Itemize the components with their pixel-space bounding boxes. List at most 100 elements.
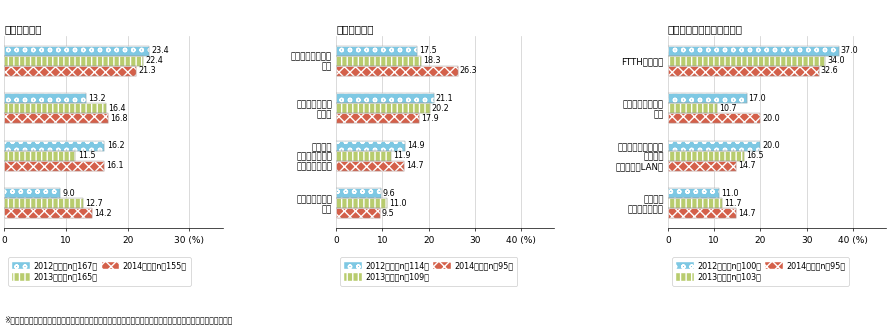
Bar: [337, 151, 392, 161]
Bar: [4, 188, 59, 198]
Bar: [668, 161, 736, 171]
Bar: [668, 141, 760, 151]
Bar: [337, 113, 419, 123]
Bar: [4, 113, 108, 123]
Bar: [668, 93, 747, 103]
Text: 37.0: 37.0: [841, 46, 859, 55]
Bar: [337, 188, 381, 198]
Bar: [668, 208, 736, 218]
Text: 17.0: 17.0: [749, 94, 766, 103]
Bar: [337, 161, 404, 171]
Bar: [337, 46, 417, 56]
Bar: [668, 46, 839, 56]
Bar: [337, 66, 458, 76]
Text: 11.9: 11.9: [393, 151, 411, 160]
Bar: [337, 66, 458, 76]
Bar: [337, 93, 433, 103]
Bar: [4, 151, 75, 161]
Bar: [668, 198, 722, 208]
Bar: [4, 93, 86, 103]
Bar: [4, 66, 136, 76]
Bar: [4, 141, 104, 151]
Bar: [4, 56, 143, 66]
Text: 22.4: 22.4: [145, 56, 163, 65]
Text: 17.9: 17.9: [421, 114, 439, 123]
Bar: [668, 66, 819, 76]
Text: 21.1: 21.1: [436, 94, 453, 103]
Bar: [668, 103, 718, 113]
Bar: [4, 188, 59, 198]
Text: 11.0: 11.0: [721, 189, 738, 198]
Bar: [4, 198, 83, 208]
Text: 17.5: 17.5: [419, 46, 437, 55]
Text: 20.2: 20.2: [432, 104, 449, 113]
Bar: [4, 113, 108, 123]
Text: 34.0: 34.0: [827, 56, 844, 65]
Bar: [337, 151, 392, 161]
Bar: [4, 66, 136, 76]
Legend: 2012年度（n＝100）, 2013年度（n＝103）, 2014年度（n＝95）: 2012年度（n＝100）, 2013年度（n＝103）, 2014年度（n＝9…: [672, 257, 849, 286]
Legend: 2012年度（n＝167）, 2013年度（n＝165）, 2014年度（n＝155）: 2012年度（n＝167）, 2013年度（n＝165）, 2014年度（n＝1…: [9, 257, 191, 286]
Bar: [337, 103, 430, 113]
Bar: [4, 93, 86, 103]
Bar: [668, 113, 760, 123]
Text: 9.6: 9.6: [383, 189, 395, 198]
Bar: [668, 188, 718, 198]
Bar: [4, 103, 106, 113]
Text: 11.0: 11.0: [389, 199, 407, 208]
Bar: [668, 151, 744, 161]
Bar: [668, 56, 825, 66]
Bar: [337, 56, 421, 66]
Text: 16.4: 16.4: [108, 104, 125, 113]
Text: 14.9: 14.9: [407, 141, 424, 150]
Text: 14.7: 14.7: [738, 161, 756, 170]
Bar: [668, 198, 722, 208]
Bar: [668, 208, 736, 218]
Text: 18.3: 18.3: [423, 56, 440, 65]
Bar: [337, 93, 433, 103]
Bar: [668, 113, 760, 123]
Text: 11.7: 11.7: [724, 199, 741, 208]
Bar: [337, 141, 405, 151]
Bar: [4, 161, 104, 171]
Bar: [668, 56, 825, 66]
Bar: [337, 198, 387, 208]
Bar: [337, 188, 381, 198]
Bar: [4, 141, 104, 151]
Text: 21.3: 21.3: [139, 66, 156, 75]
Text: 23.4: 23.4: [151, 46, 169, 55]
Bar: [4, 208, 92, 218]
Text: 32.6: 32.6: [821, 66, 838, 75]
Text: 10.7: 10.7: [719, 104, 737, 113]
Bar: [337, 141, 405, 151]
Bar: [337, 113, 419, 123]
Text: 26.3: 26.3: [460, 66, 477, 75]
Text: 13.2: 13.2: [88, 94, 106, 103]
Bar: [337, 208, 380, 218]
Bar: [4, 198, 83, 208]
Bar: [4, 103, 106, 113]
Bar: [337, 56, 421, 66]
Text: 16.2: 16.2: [107, 141, 124, 150]
Bar: [668, 46, 839, 56]
Bar: [337, 208, 380, 218]
Text: ※数値は、今後１年以内に新たに展開したいと考えている事業があると回答した企業数に占める割合である。: ※数値は、今後１年以内に新たに展開したいと考えている事業があると回答した企業数に…: [4, 315, 233, 324]
Bar: [668, 188, 718, 198]
Text: 14.2: 14.2: [94, 209, 112, 218]
Text: 14.7: 14.7: [406, 161, 424, 170]
Text: 9.0: 9.0: [62, 189, 75, 198]
Bar: [337, 46, 417, 56]
Bar: [4, 151, 75, 161]
Bar: [668, 141, 760, 151]
Text: 有線テレビジョン放送事業: 有線テレビジョン放送事業: [668, 24, 743, 34]
Bar: [668, 161, 736, 171]
Bar: [337, 161, 404, 171]
Text: 16.1: 16.1: [107, 161, 123, 170]
Bar: [4, 46, 148, 56]
Bar: [668, 93, 747, 103]
Bar: [668, 103, 718, 113]
Bar: [668, 66, 819, 76]
Text: 9.5: 9.5: [382, 209, 395, 218]
Text: 12.7: 12.7: [85, 199, 103, 208]
Text: 電気通信事業: 電気通信事業: [4, 24, 42, 34]
